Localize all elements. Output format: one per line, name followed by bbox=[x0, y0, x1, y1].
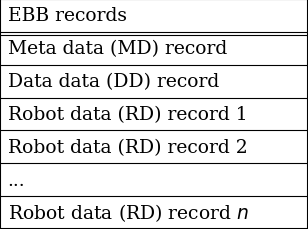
Text: Robot data (RD) record 2: Robot data (RD) record 2 bbox=[8, 138, 247, 156]
Text: Meta data (MD) record: Meta data (MD) record bbox=[8, 40, 227, 58]
Text: Data data (DD) record: Data data (DD) record bbox=[8, 73, 219, 91]
Text: EBB records: EBB records bbox=[8, 7, 127, 25]
Text: ...: ... bbox=[8, 171, 25, 189]
Text: Robot data (RD) record $\mathit{n}$: Robot data (RD) record $\mathit{n}$ bbox=[8, 202, 249, 224]
Text: Robot data (RD) record 1: Robot data (RD) record 1 bbox=[8, 106, 247, 123]
